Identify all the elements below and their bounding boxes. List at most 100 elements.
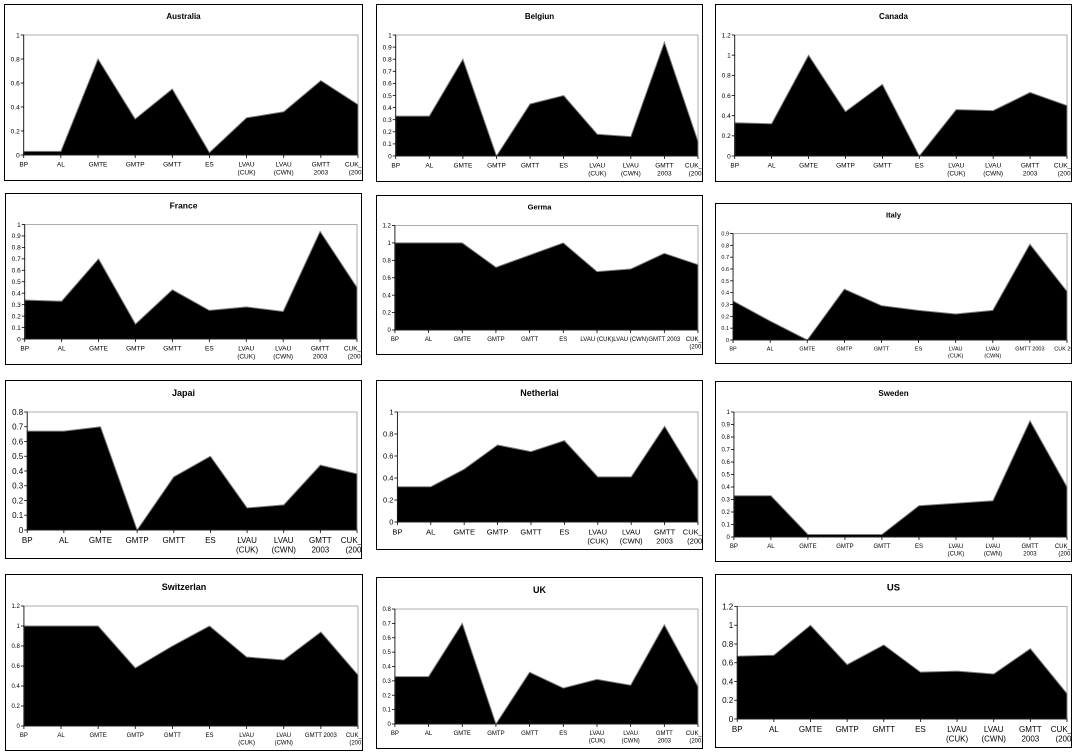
x-tick-label-lvau-cuk: LVAU (CUK): [948, 347, 963, 360]
y-tick-label: 1: [389, 408, 393, 417]
x-tick-label-gmtp: GMTP: [487, 528, 509, 537]
x-tick-label-gmte: GMTE: [799, 544, 816, 550]
y-tick-label: 0.8: [383, 607, 392, 613]
chart-title: Australia: [166, 12, 201, 21]
x-tick-label-cuk-up-2002: CUK_UP(2002): [341, 536, 361, 555]
x-tick-label-lvau-cuk: LVAU (CUK): [948, 544, 965, 558]
x-tick-label-gmtt-2003: GMTT 2003: [648, 337, 681, 343]
y-tick-label: 0.5: [383, 93, 392, 100]
x-tick-label-al: AL: [767, 347, 774, 353]
y-tick-label: 0.4: [721, 291, 729, 297]
y-tick-label: 0.2: [722, 133, 731, 140]
y-tick-label: 0.8: [383, 56, 392, 63]
x-tick-label-lvau-cuk: LVAU (CUK): [589, 731, 606, 745]
chart-title: Italy: [886, 211, 902, 220]
x-tick-label-gmtt-2003: GMTT 2003: [309, 536, 332, 555]
area-series: [396, 425, 699, 523]
x-tick-label-gmtt-2003: GMTT 2003: [656, 731, 673, 745]
y-tick-label: 0.6: [12, 268, 21, 275]
x-tick-label-gmtt: GMTT: [520, 528, 542, 537]
x-tick-label-gmte: GMTE: [89, 346, 108, 353]
chart-title: Canada: [879, 12, 908, 21]
y-tick-label: 0.7: [12, 256, 21, 263]
x-tick-label-lvau-cwn: LVAU (CWN): [620, 528, 643, 546]
y-tick-label: 1: [16, 32, 20, 39]
x-tick-label-es: ES: [205, 346, 214, 353]
y-tick-label: 0.2: [12, 704, 21, 710]
y-tick-label: 0.3: [722, 498, 731, 504]
x-tick-label-gmtp: GMTP: [487, 731, 504, 737]
x-tick-label-gmtt: GMTT: [162, 536, 185, 545]
y-tick-label: 0: [726, 338, 729, 344]
y-tick-label: 0.2: [383, 693, 392, 699]
y-tick-label: 0.2: [383, 129, 392, 136]
y-tick-label: 0.8: [383, 430, 393, 439]
x-tick-label-gmtt-2003: GMTT 2003: [1021, 544, 1038, 558]
x-tick-label-gmte: GMTE: [799, 347, 815, 353]
x-tick-label-gmtt: GMTT: [163, 346, 181, 353]
x-tick-label-gmtt-2003: GMTT 2003: [311, 346, 329, 361]
y-tick-label: 0.7: [722, 448, 731, 454]
x-tick-label-lvau-cuk: LVAU (CUK): [947, 163, 965, 178]
y-tick-label: 0: [729, 715, 734, 724]
x-tick-label-gmtt: GMTT: [521, 337, 538, 343]
y-tick-label: 0.6: [12, 664, 21, 670]
y-tick-label: 0.4: [383, 293, 392, 299]
x-tick-label-gmtt: GMTT: [873, 163, 891, 170]
y-tick-label: 0.6: [721, 267, 729, 273]
y-tick-label: 0.5: [383, 650, 392, 656]
chart-svg: Australia 0 0.2 0.4 0.6 0.8 1 BP AL GMTE GMTP GMTT E…: [11, 12, 362, 177]
x-tick-label-gmte: GMTE: [454, 163, 473, 170]
y-tick-label: 1: [727, 52, 731, 59]
x-tick-label-bp: BP: [20, 346, 29, 353]
chart-panel-canada: Canada 0 0.2 0.4 0.6 0.8 1 1.2 BP AL GMTE GMTP GMTT E…: [715, 4, 1072, 182]
y-tick-label: 0.3: [383, 117, 392, 124]
area-series: [23, 625, 359, 727]
x-tick-label-gmtp: GMTP: [487, 337, 504, 343]
x-tick-label-gmtp: GMTP: [126, 536, 149, 545]
y-tick-label: 0.6: [722, 93, 731, 100]
y-tick-label: 0.8: [721, 243, 729, 249]
y-tick-label: 0.8: [12, 245, 21, 252]
y-tick-label: 0.7: [383, 621, 392, 627]
y-tick-label: 0.9: [721, 231, 729, 237]
x-tick-label-es: ES: [559, 528, 569, 537]
y-tick-label: 1: [729, 621, 734, 630]
area-series: [26, 426, 358, 532]
y-tick-label: 1.2: [722, 32, 731, 39]
y-tick-label: 0.8: [11, 56, 20, 63]
x-tick-label-bp: BP: [729, 347, 737, 353]
x-tick-label-gmtp: GMTP: [836, 163, 855, 170]
chart-svg: Italy 0 0.1 0.2 0.3 0.4 0.5 0.6 0.7 0.8 0.9 BP AL GMT…: [721, 211, 1071, 360]
y-tick-label: 0.2: [383, 311, 392, 317]
x-tick-label-gmtt: GMTT: [164, 733, 181, 739]
x-tick-label-al: AL: [769, 725, 779, 734]
x-tick-label-es: ES: [205, 162, 214, 169]
x-tick-label-cuk-up-2002: CUK_UP(2002): [683, 528, 702, 546]
chart-title: Sweden: [878, 389, 908, 398]
y-tick-label: 0.5: [721, 279, 729, 285]
area-series: [24, 230, 358, 340]
y-tick-label: 0.9: [722, 423, 731, 429]
y-tick-label: 1.2: [722, 602, 734, 611]
x-tick-label-gmtp: GMTP: [126, 162, 145, 169]
y-tick-label: 0.9: [12, 233, 21, 240]
chart-title: US: [887, 583, 900, 594]
y-tick-label: 1: [388, 241, 392, 247]
chart-title: Netherlai: [520, 388, 559, 398]
y-tick-label: 0.7: [721, 255, 729, 261]
x-tick-label-cuk-up-2002: CUK_UP(2002): [1055, 544, 1071, 558]
chart-svg: Netherlai 0 0.2 0.4 0.6 0.8 1 BP AL GMTE GMTP GMTT E…: [383, 388, 702, 546]
x-tick-label-lvau-cwn: LVAU (CWN): [613, 337, 648, 343]
x-tick-label-al: AL: [767, 544, 775, 550]
chart-title: Germa: [528, 203, 553, 212]
y-tick-label: 0.8: [12, 644, 21, 650]
x-tick-label-lvau-cuk: LVAU (CUK): [587, 528, 608, 546]
y-tick-label: 0.4: [722, 485, 731, 491]
x-tick-label-al: AL: [59, 536, 69, 545]
y-tick-label: 0.2: [722, 696, 734, 705]
x-tick-label-lvau-cwn: LVAU (CWN): [984, 544, 1002, 558]
x-tick-label-gmte: GMTE: [454, 337, 471, 343]
x-tick-label-lvau-cwn: LVAU (CWN): [621, 731, 639, 745]
x-tick-label-cuk-up-2002: CUK_UP(2002): [346, 733, 362, 747]
